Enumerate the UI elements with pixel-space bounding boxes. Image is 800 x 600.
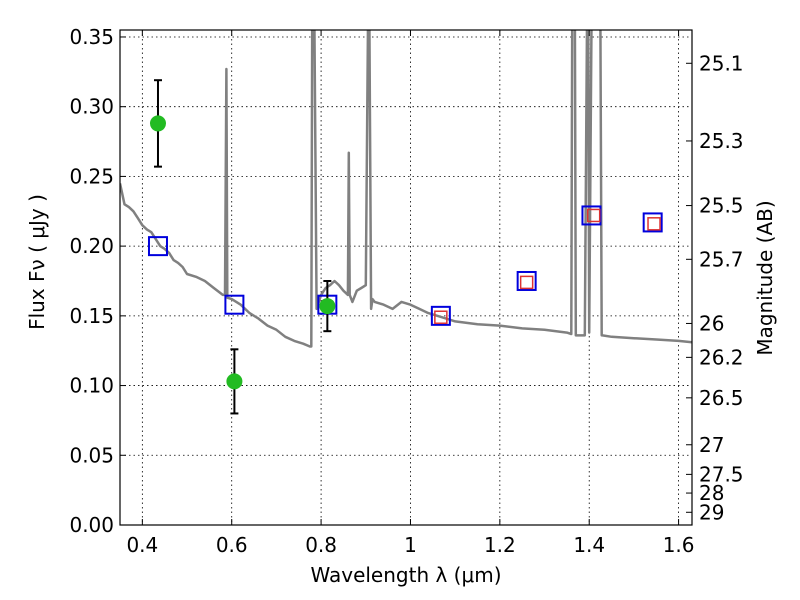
x-tick-label: 0.4 — [126, 533, 158, 557]
y-tick-label: 0.35 — [69, 25, 114, 49]
x-tick-label: 1 — [404, 533, 417, 557]
x-tick-label: 0.8 — [305, 533, 337, 557]
y-tick-label: 0.00 — [69, 513, 114, 537]
y-tick-label: 0.30 — [69, 95, 114, 119]
data-photometry-point — [647, 217, 661, 231]
axes-frame — [119, 29, 693, 526]
y-axis-ticks: 0.00 0.05 0.10 0.15 0.20 0.25 0.30 0.35 — [69, 25, 126, 537]
right-tick-label: 25.7 — [699, 247, 744, 271]
model-spectrum-line — [120, 30, 692, 348]
right-tick-label: 28 — [699, 481, 724, 505]
right-tick-label: 25.1 — [699, 51, 744, 75]
x-tick-label: 1.6 — [663, 533, 695, 557]
model-photometry-point — [224, 294, 245, 315]
x-tick-label: 1.4 — [573, 533, 605, 557]
data-photometry-point — [519, 275, 534, 290]
right-tick-label: 25.5 — [699, 194, 744, 218]
right-tick-label: 27.5 — [699, 462, 744, 486]
right-axis-label: Magnitude (AB) — [753, 200, 777, 355]
y-axis-label: Flux Fν ( μJy ) — [25, 194, 49, 330]
plot-area — [120, 30, 692, 415]
x-axis-ticks: 0.4 0.6 0.8 1 1.2 1.4 1.6 — [126, 30, 695, 557]
grid-lines — [120, 30, 692, 526]
data-photometry-point — [434, 310, 448, 324]
right-tick-label: 26.2 — [699, 345, 744, 369]
y-tick-label: 0.05 — [69, 443, 114, 467]
model-photometry-point — [642, 212, 663, 233]
observed-flux-point — [226, 373, 243, 390]
model-photometry-point — [430, 305, 451, 326]
model-photometry-point — [581, 205, 602, 226]
x-tick-label: 1.2 — [484, 533, 516, 557]
right-tick-label: 27 — [699, 433, 724, 457]
model-photometry-point — [516, 270, 537, 291]
x-axis-label: Wavelength λ (μm) — [310, 563, 501, 587]
x-tick-label: 0.6 — [216, 533, 248, 557]
right-tick-label: 26.5 — [699, 386, 744, 410]
right-tick-label: 29 — [699, 500, 724, 524]
y-tick-label: 0.15 — [69, 304, 114, 328]
right-tick-label: 25.3 — [699, 129, 744, 153]
y-tick-label: 0.20 — [69, 234, 114, 258]
observed-flux-point — [149, 115, 166, 132]
data-photometry-point — [586, 208, 601, 223]
model-photometry-point — [147, 236, 168, 257]
y-tick-label: 0.10 — [69, 374, 114, 398]
right-tick-label: 26 — [699, 311, 724, 335]
observed-flux-point — [319, 298, 336, 315]
y-tick-label: 0.25 — [69, 164, 114, 188]
